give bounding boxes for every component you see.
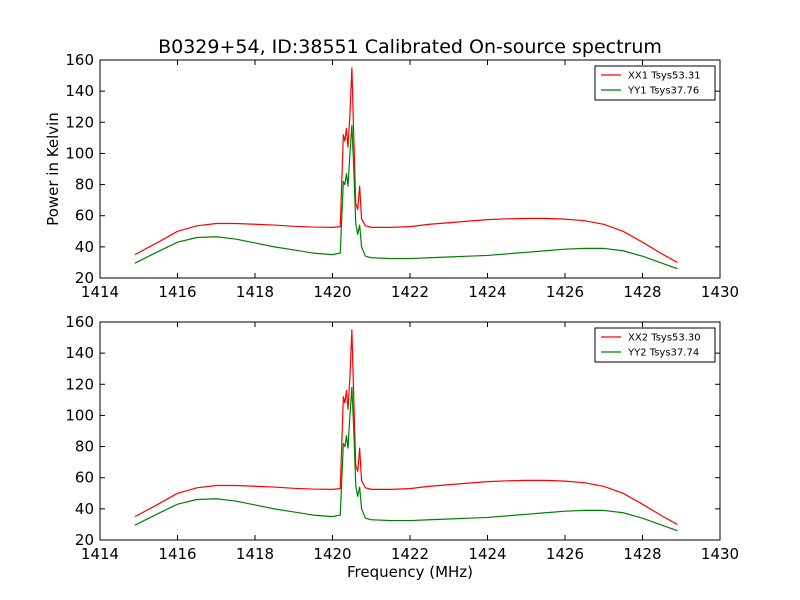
y-tick-label: 120 xyxy=(65,113,94,131)
series-line-xx2 xyxy=(134,329,678,525)
legend-entry: XX2 Tsys53.30 xyxy=(628,333,701,344)
y-tick-label: 40 xyxy=(75,238,94,256)
legend-entry: XX1 Tsys53.31 xyxy=(628,71,701,82)
y-tick-label: 120 xyxy=(65,375,94,393)
x-tick-label: 1420 xyxy=(313,283,351,301)
x-axis-label: Frequency (MHz) xyxy=(347,563,473,581)
figure-title: B0329+54, ID:38551 Calibrated On-source … xyxy=(158,36,662,58)
x-tick-label: 1422 xyxy=(391,545,429,563)
x-tick-label: 1418 xyxy=(236,283,274,301)
legend-box xyxy=(594,327,716,363)
top-panel: 1414 1416 1418 1420 1422 1424 1426 1428 1430 20 40… xyxy=(44,51,739,301)
y-tick-label: 160 xyxy=(65,313,94,331)
x-tick-label: 1422 xyxy=(391,283,429,301)
x-tick-label: 1420 xyxy=(313,545,351,563)
x-tick-label: 1414 xyxy=(81,283,119,301)
y-tick-label: 60 xyxy=(75,207,94,225)
y-tick-label: 100 xyxy=(65,144,94,162)
legend-entry: YY2 Tsys37.74 xyxy=(627,348,699,359)
legend-entry: YY1 Tsys37.76 xyxy=(627,86,699,97)
legend: XX2 Tsys53.30 YY2 Tsys37.74 xyxy=(594,327,716,363)
series-line-xx1 xyxy=(134,67,678,263)
y-tick-label: 20 xyxy=(75,531,94,549)
y-tick-label: 100 xyxy=(65,406,94,424)
legend-box xyxy=(594,65,716,101)
y-tick-label: 140 xyxy=(65,344,94,362)
x-tick-label: 1416 xyxy=(158,283,196,301)
y-tick-label: 80 xyxy=(75,176,94,194)
x-tick-label: 1430 xyxy=(701,545,739,563)
series-line-yy1 xyxy=(134,124,678,270)
legend: XX1 Tsys53.31 YY1 Tsys37.76 xyxy=(594,65,716,101)
x-tick-label: 1428 xyxy=(623,545,661,563)
x-tick-label: 1418 xyxy=(236,545,274,563)
series-line-yy2 xyxy=(134,386,678,532)
x-tick-label: 1414 xyxy=(81,545,119,563)
x-tick-label: 1416 xyxy=(158,545,196,563)
y-tick-label: 40 xyxy=(75,500,94,518)
y-tick-label: 80 xyxy=(75,438,94,456)
x-tick-label: 1426 xyxy=(546,283,584,301)
x-tick-label: 1424 xyxy=(468,283,506,301)
y-tick-label: 140 xyxy=(65,82,94,100)
x-tick-label: 1424 xyxy=(468,545,506,563)
x-tick-label: 1430 xyxy=(701,283,739,301)
y-axis-label: Power in Kelvin xyxy=(44,112,62,226)
y-tick-label: 20 xyxy=(75,269,94,287)
bottom-panel: 1414 1416 1418 1420 1422 1424 1426 1428 1430 20 40… xyxy=(65,313,739,581)
y-tick-label: 60 xyxy=(75,469,94,487)
x-tick-label: 1428 xyxy=(623,283,661,301)
x-tick-label: 1426 xyxy=(546,545,584,563)
y-tick-label: 160 xyxy=(65,51,94,69)
